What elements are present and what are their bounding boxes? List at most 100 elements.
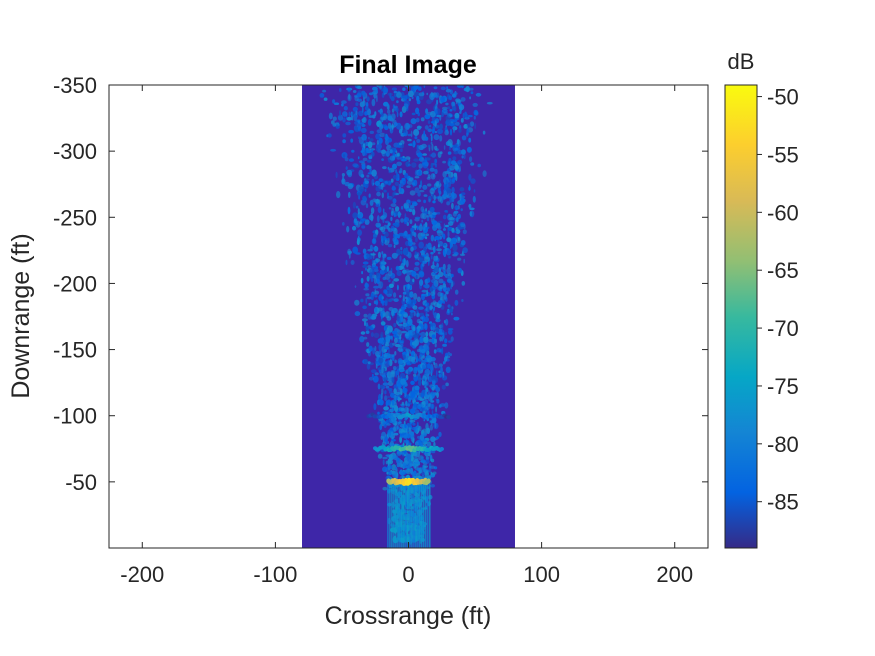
speckle — [347, 87, 351, 93]
colorbar-tick-label: -70 — [767, 316, 799, 341]
speckle — [376, 215, 380, 223]
speckle — [406, 270, 412, 276]
speckle — [395, 253, 399, 257]
speckle — [394, 405, 399, 412]
speckle — [388, 311, 391, 317]
speckle — [399, 435, 402, 443]
speckle — [418, 224, 423, 232]
speckle — [380, 312, 383, 320]
speckle — [446, 129, 449, 134]
speckle — [473, 189, 476, 193]
speckle — [426, 214, 429, 218]
speckle — [414, 409, 420, 415]
speckle — [400, 218, 404, 223]
speckle — [427, 277, 431, 283]
colorbar-tick-label: -85 — [767, 490, 799, 515]
speckle — [397, 173, 400, 181]
speckle — [466, 123, 471, 128]
speckle — [352, 163, 359, 168]
y-axis-label: Downrange (ft) — [7, 233, 35, 398]
speckle — [438, 240, 444, 247]
speckle — [375, 266, 379, 270]
speckle — [383, 325, 387, 331]
speckle — [416, 95, 420, 102]
speckle — [383, 406, 389, 411]
speckle — [386, 256, 392, 260]
speckle — [419, 326, 426, 330]
speckle — [390, 370, 396, 375]
speckle — [395, 150, 398, 154]
speckle — [384, 181, 388, 184]
speckle — [368, 345, 373, 352]
speckle — [356, 221, 359, 226]
speckle — [441, 384, 446, 390]
speckle — [445, 102, 449, 106]
speckle — [405, 369, 409, 375]
speckle — [435, 406, 437, 413]
speckle — [397, 358, 403, 365]
speckle — [423, 223, 426, 231]
speckle — [415, 117, 420, 123]
speckle — [421, 474, 425, 479]
speckle — [348, 251, 351, 259]
speckle — [434, 158, 438, 164]
speckle — [410, 130, 413, 138]
speckle — [413, 129, 420, 136]
speckle — [341, 103, 344, 107]
speckle — [365, 330, 370, 334]
speckle — [381, 158, 384, 162]
speckle — [418, 255, 425, 261]
speckle — [397, 457, 400, 462]
speckle — [452, 211, 457, 217]
speckle — [444, 332, 448, 336]
streak — [411, 484, 413, 548]
speckle — [377, 149, 382, 153]
streak — [425, 484, 427, 548]
speckle — [416, 308, 419, 314]
speckle — [374, 307, 378, 313]
speckle — [370, 207, 375, 215]
speckle — [416, 356, 419, 363]
speckle — [372, 246, 377, 250]
speckle — [352, 106, 358, 112]
speckle — [447, 264, 451, 269]
speckle — [399, 423, 405, 428]
x-tick-label: -100 — [253, 562, 297, 587]
speckle — [391, 464, 397, 471]
speckle — [423, 130, 426, 137]
speckle — [386, 423, 391, 426]
speckle — [357, 86, 362, 90]
colorbar — [724, 84, 758, 549]
speckle — [368, 92, 374, 96]
speckle — [404, 469, 410, 473]
speckle — [434, 130, 437, 134]
streak — [395, 484, 397, 548]
speckle — [363, 150, 368, 156]
speckle — [363, 359, 368, 365]
speckle — [418, 163, 423, 169]
speckle — [394, 337, 398, 344]
speckle — [429, 188, 435, 195]
speckle — [367, 313, 373, 320]
speckle — [385, 395, 391, 399]
speckle — [449, 198, 453, 203]
speckle — [407, 133, 412, 137]
speckle — [423, 323, 427, 329]
speckle — [422, 364, 425, 370]
speckle — [452, 244, 458, 252]
speckle — [445, 318, 449, 326]
speckle — [429, 206, 435, 213]
speckle — [374, 199, 377, 203]
speckle — [411, 270, 417, 277]
speckle — [407, 283, 410, 290]
speckle — [358, 186, 365, 193]
y-tick-label: -50 — [65, 470, 97, 495]
speckle — [385, 150, 390, 157]
speckle — [482, 130, 486, 135]
speckle — [431, 143, 434, 151]
speckle — [421, 219, 424, 223]
speckle — [434, 266, 439, 273]
speckle — [427, 394, 432, 402]
speckle — [440, 366, 443, 374]
streak — [387, 484, 389, 548]
